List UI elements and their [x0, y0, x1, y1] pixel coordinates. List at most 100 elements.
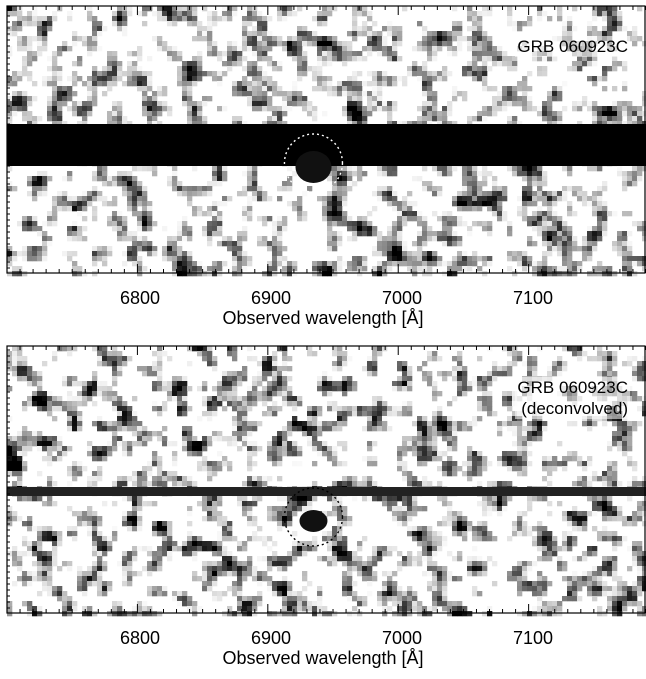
noise-pixel	[212, 496, 218, 502]
noise-pixel	[442, 271, 448, 277]
noise-pixel	[512, 411, 518, 417]
noise-pixel	[637, 226, 643, 232]
noise-pixel	[172, 451, 178, 457]
noise-pixel	[142, 501, 148, 507]
noise-pixel	[147, 101, 153, 107]
noise-pixel	[557, 191, 563, 197]
noise-pixel	[267, 406, 273, 412]
noise-pixel	[247, 461, 253, 467]
noise-pixel	[592, 26, 598, 32]
noise-pixel	[512, 346, 518, 352]
noise-pixel	[132, 181, 138, 187]
noise-pixel	[262, 221, 268, 227]
noise-pixel	[287, 401, 293, 407]
noise-pixel	[417, 451, 423, 457]
noise-pixel	[202, 351, 208, 357]
noise-pixel	[237, 236, 243, 242]
noise-pixel	[82, 191, 88, 197]
noise-pixel	[247, 181, 253, 187]
noise-pixel	[437, 166, 443, 172]
noise-pixel	[472, 471, 478, 477]
noise-pixel	[412, 421, 418, 427]
noise-pixel	[272, 231, 278, 237]
noise-pixel	[57, 121, 63, 127]
noise-pixel	[462, 266, 468, 272]
noise-pixel	[642, 41, 646, 47]
noise-pixel	[432, 416, 438, 422]
noise-pixel	[507, 416, 513, 422]
noise-pixel	[217, 261, 223, 267]
noise-pixel	[597, 121, 603, 127]
noise-pixel	[277, 61, 283, 67]
noise-pixel	[242, 36, 248, 42]
noise-pixel	[497, 211, 503, 217]
noise-pixel	[377, 81, 383, 87]
noise-pixel	[237, 381, 243, 387]
noise-pixel	[157, 366, 163, 372]
noise-pixel	[557, 86, 563, 92]
noise-pixel	[372, 421, 378, 427]
noise-pixel	[387, 111, 393, 117]
noise-pixel	[162, 386, 168, 392]
noise-pixel	[627, 461, 633, 467]
noise-pixel	[342, 166, 348, 172]
noise-pixel	[532, 181, 538, 187]
noise-pixel	[262, 26, 268, 32]
noise-pixel	[112, 481, 118, 487]
noise-pixel	[447, 51, 453, 57]
noise-pixel	[42, 16, 48, 22]
noise-pixel	[277, 16, 283, 22]
noise-pixel	[232, 356, 238, 362]
noise-pixel	[427, 256, 433, 262]
noise-pixel	[392, 246, 398, 252]
noise-pixel	[7, 256, 13, 262]
noise-pixel	[392, 26, 398, 32]
noise-pixel	[302, 51, 308, 57]
noise-pixel	[157, 431, 163, 437]
noise-pixel	[282, 376, 288, 382]
noise-pixel	[207, 266, 213, 272]
noise-pixel	[32, 36, 38, 42]
noise-pixel	[507, 361, 513, 367]
noise-pixel	[312, 271, 318, 277]
noise-pixel	[27, 496, 33, 502]
noise-pixel	[447, 36, 453, 42]
noise-pixel	[322, 446, 328, 452]
noise-pixel	[257, 396, 263, 402]
noise-pixel	[107, 426, 113, 432]
noise-pixel	[382, 101, 388, 107]
noise-pixel	[127, 426, 133, 432]
noise-pixel	[607, 31, 613, 37]
noise-pixel	[182, 216, 188, 222]
panel-label-line: GRB 060923C	[517, 37, 628, 56]
noise-pixel	[582, 476, 588, 482]
noise-pixel	[477, 181, 483, 187]
noise-pixel	[427, 421, 433, 427]
noise-pixel	[102, 166, 108, 172]
noise-pixel	[487, 171, 493, 177]
noise-pixel	[142, 371, 148, 377]
noise-pixel	[32, 116, 38, 122]
noise-pixel	[607, 466, 613, 472]
noise-pixel	[347, 111, 353, 117]
noise-pixel	[622, 441, 628, 447]
noise-pixel	[127, 196, 133, 202]
noise-pixel	[422, 106, 428, 112]
noise-pixel	[92, 421, 98, 427]
noise-pixel	[387, 51, 393, 57]
noise-pixel	[367, 416, 373, 422]
noise-pixel	[297, 216, 303, 222]
noise-pixel	[642, 96, 646, 102]
noise-pixel	[372, 361, 378, 367]
noise-pixel	[197, 186, 203, 192]
noise-pixel	[582, 196, 588, 202]
noise-pixel	[537, 166, 543, 172]
noise-pixel	[37, 446, 43, 452]
noise-pixel	[267, 271, 273, 277]
noise-pixel	[182, 476, 188, 482]
noise-pixel	[627, 361, 633, 367]
noise-pixel	[172, 246, 178, 252]
noise-pixel	[327, 391, 333, 397]
noise-pixel	[297, 426, 303, 432]
noise-pixel	[37, 386, 43, 392]
